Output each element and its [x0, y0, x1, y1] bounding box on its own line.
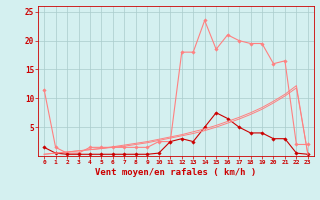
X-axis label: Vent moyen/en rafales ( km/h ): Vent moyen/en rafales ( km/h ) [95, 168, 257, 177]
